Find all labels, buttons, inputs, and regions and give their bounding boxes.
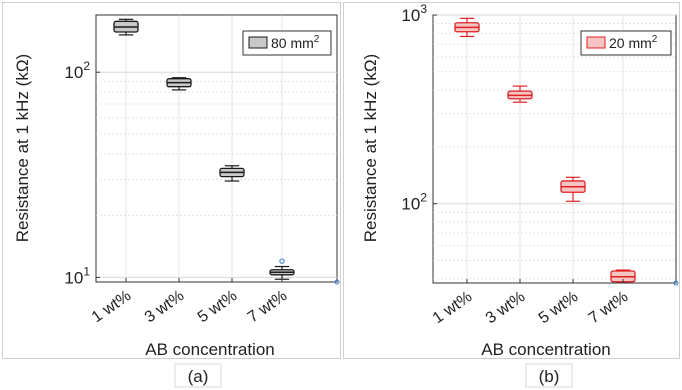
boxes-b (454, 17, 679, 286)
box-b-1 (454, 17, 480, 38)
x-ticks-b: 1 wt% 3 wt% 5 wt% 7 wt% (430, 279, 631, 327)
legend-b: 20 mm2 (580, 30, 672, 56)
boxes-a (113, 18, 340, 285)
chart-panel-b: 102 103 1 wt% 3 wt% 5 wt% 7 wt% Resistance a… (361, 2, 679, 359)
caption-b-text: (b) (539, 367, 560, 386)
box-a-3 (219, 165, 245, 182)
axis-end-marker (334, 279, 340, 285)
x-tick-label: 5 wt% (536, 288, 581, 327)
caption-b-box (525, 363, 573, 388)
panel-b-frame (343, 2, 680, 359)
y-ticks-a: 101 102 (64, 59, 100, 287)
x-axis-label-a: AB concentration (145, 340, 274, 359)
box-b-3 (560, 176, 586, 202)
y-axis-label-a: Resistance at 1 kHz (kΩ) (13, 54, 32, 242)
gridlines-b (433, 14, 676, 283)
x-tick-label: 7 wt% (245, 287, 290, 326)
y-ticks-b: 102 103 (401, 2, 437, 214)
legend-label-b: 20 mm2 (609, 34, 658, 51)
box-a-1 (113, 18, 139, 36)
x-tick-label: 1 wt% (430, 288, 475, 327)
gridlines-a (96, 15, 337, 282)
legend-box-a (242, 30, 332, 56)
chart-panel-a: 101 102 1 wt% 3 wt% 5 wt% 7 wt% Resistance a… (13, 14, 340, 359)
caption-a: (a) (174, 363, 222, 388)
x-tick-label: 7 wt% (586, 288, 631, 327)
box-b-4 (610, 269, 636, 283)
y-tick-label: 101 (64, 264, 90, 287)
outlier-point (279, 258, 285, 264)
caption-b: (b) (525, 363, 573, 388)
x-tick-label: 1 wt% (89, 287, 134, 326)
x-tick-label: 3 wt% (142, 287, 187, 326)
y-tick-label: 102 (64, 59, 90, 82)
box-b-2 (507, 85, 533, 103)
caption-a-box (174, 363, 222, 388)
legend-a: 80 mm2 (242, 30, 332, 56)
plot-area-a (95, 14, 338, 283)
plot-area-b (432, 14, 677, 284)
x-tick-label: 3 wt% (483, 288, 528, 327)
legend-label-a: 80 mm2 (271, 34, 320, 51)
y-tick-label: 102 (401, 191, 427, 214)
legend-swatch-b (586, 36, 606, 49)
box-a-2 (166, 77, 192, 91)
x-axis-label-b: AB concentration (481, 340, 610, 359)
caption-a-text: (a) (188, 367, 209, 386)
x-tick-label: 5 wt% (195, 287, 240, 326)
y-tick-label: 103 (401, 2, 427, 25)
y-axis-label-b: Resistance at 1 kHz (kΩ) (361, 54, 380, 242)
x-ticks-a: 1 wt% 3 wt% 5 wt% 7 wt% (89, 278, 290, 326)
panel-a-frame (2, 2, 341, 359)
legend-swatch-a (248, 36, 268, 49)
axis-end-marker (673, 280, 679, 286)
